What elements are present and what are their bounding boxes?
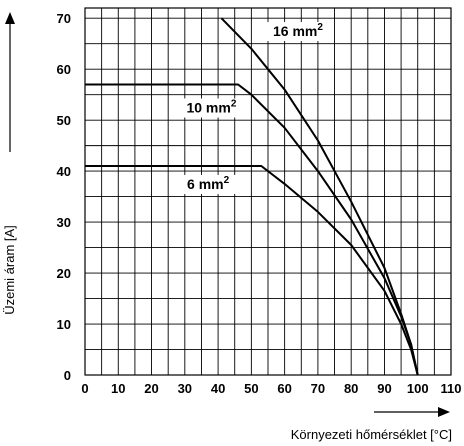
series-line: [85, 165, 419, 376]
x-tick-label: 90: [377, 381, 391, 396]
y-tick-label: 50: [57, 113, 71, 128]
axes: [5, 12, 450, 417]
x-tick-label: 80: [344, 381, 358, 396]
series-line: [85, 83, 419, 376]
tick-labels: 0 10 20 30 40 50 60 70 80 90 100 110 0 10 20 30 40 50 60 70: [57, 11, 462, 396]
series-layer: [85, 17, 419, 376]
y-tick-label: 0: [64, 368, 71, 383]
curve-label-background: [177, 98, 246, 118]
axis-labels: Üzemi áram [A] Környezeti hőmérséklet [°…: [2, 225, 452, 442]
grid: [84, 7, 452, 376]
y-tick-label: 70: [57, 11, 71, 26]
curve-label: 10 mm2: [186, 98, 236, 115]
x-tick-label: 70: [311, 381, 325, 396]
x-tick-label: 110: [441, 381, 462, 396]
y-axis-arrowhead-icon: [5, 12, 15, 24]
x-tick-label: 40: [211, 381, 225, 396]
curve-label: 16 mm2: [273, 22, 323, 39]
y-tick-label: 20: [57, 266, 71, 281]
x-tick-label: 50: [244, 381, 258, 396]
x-tick-label: 30: [178, 381, 192, 396]
curve-label-background: [174, 174, 243, 194]
x-tick-label: 60: [277, 381, 291, 396]
y-axis-label: Üzemi áram [A]: [2, 225, 17, 315]
y-tick-label: 40: [57, 164, 71, 179]
plot-frame: [84, 7, 452, 376]
curve-label: 6 mm2: [187, 175, 230, 192]
x-tick-label: 10: [111, 381, 125, 396]
x-tick-label: 100: [407, 381, 429, 396]
curve-label-background: [263, 22, 332, 42]
x-tick-label: 0: [81, 381, 88, 396]
x-axis-arrowhead-icon: [438, 407, 450, 417]
y-tick-label: 60: [57, 62, 71, 77]
y-tick-label: 10: [57, 317, 71, 332]
y-tick-label: 30: [57, 215, 71, 230]
x-axis-label: Környezeti hőmérséklet [°C]: [291, 427, 452, 442]
x-tick-label: 20: [144, 381, 158, 396]
curve-labels: 16 mm2 10 mm2 6 mm2: [174, 22, 332, 194]
